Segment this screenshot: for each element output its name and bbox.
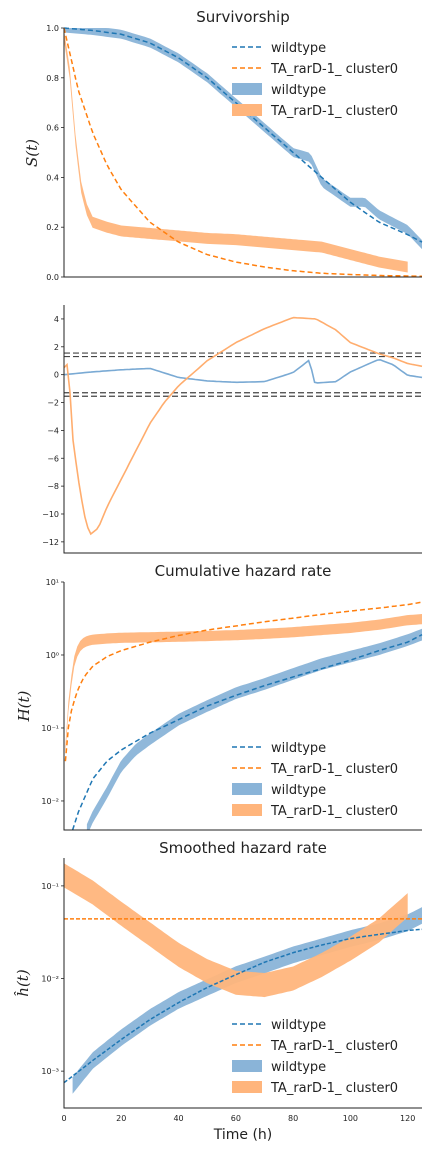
y-tick-label: 0.0 [46, 273, 59, 282]
legend-entry-cluster0: TA_rarD-1_ cluster0 [232, 762, 398, 777]
x-tick-label: 40 [173, 1114, 183, 1123]
legend-entry-cluster0: TA_rarD-1_ cluster0 [232, 1081, 398, 1096]
legend-entry-wildtype: wildtype [232, 1060, 326, 1075]
legend-label: wildtype [271, 741, 326, 756]
legend-entry-wildtype: wildtype [232, 41, 326, 56]
y-tick-label: 1.0 [46, 24, 59, 33]
panel-smoothed-hazard: Smoothed hazard rate ĥ(t) 10⁻³ 10⁻² 10⁻¹ 0 2… [14, 839, 423, 1143]
plot-area-survivorship: 0.0 0.2 0.4 0.6 0.8 1.0 wildtype TA_rarD-1_ clu… [46, 24, 423, 282]
legend-label: TA_rarD-1_ cluster0 [270, 1081, 398, 1096]
confidence-band-cluster0 [65, 614, 423, 755]
legend-swatch [232, 83, 262, 95]
confidence-band-cluster0 [64, 863, 408, 998]
legend-label: TA_rarD-1_ cluster0 [270, 762, 398, 777]
legend-label: wildtype [271, 1018, 326, 1033]
fit-line-wildtype [71, 633, 423, 831]
y-tick-label: 10⁻² [41, 975, 59, 984]
confidence-band-wildtype [86, 628, 423, 830]
legend-swatch [232, 1060, 262, 1072]
x-tick-label: 80 [288, 1114, 298, 1123]
y-tick-label: 0.2 [46, 223, 59, 232]
y-tick-label: 0.6 [46, 124, 59, 133]
x-tick-label: 20 [116, 1114, 126, 1123]
y-axis-label-smoothed-hazard: ĥ(t) [14, 969, 32, 997]
legend-label: TA_rarD-1_ cluster0 [270, 804, 398, 819]
legend-label: TA_rarD-1_ cluster0 [270, 1039, 398, 1054]
legend-label: wildtype [271, 83, 326, 98]
series-line-cluster0 [63, 316, 423, 536]
legend-entry-wildtype: wildtype [232, 783, 326, 798]
fit-line-cluster0 [63, 27, 423, 278]
y-tick-label: 0 [54, 371, 59, 380]
y-tick-label: 10⁻² [41, 797, 59, 806]
y-axis-label-cumulative-hazard: H(t) [15, 690, 33, 722]
y-tick-label: 0.8 [46, 74, 59, 83]
y-tick-label: 10⁻¹ [41, 724, 59, 733]
plot-area-smoothed-hazard: 10⁻³ 10⁻² 10⁻¹ 0 20 40 60 80 100 120 wildtype TA_ra… [41, 863, 423, 1123]
y-tick-label: 10⁻¹ [41, 882, 59, 891]
fit-line-wildtype [63, 27, 423, 243]
x-tick-label: 100 [343, 1114, 358, 1123]
plot-area-cumulative-hazard: 10⁻² 10⁻¹ 10⁰ 10¹ wildtype TA_rarD-1_ cluster… [41, 578, 423, 831]
legend-entry-wildtype: wildtype [232, 1018, 326, 1033]
y-tick-label: −10 [42, 510, 59, 519]
panel-title-smoothed-hazard: Smoothed hazard rate [159, 839, 327, 857]
x-tick-label: 120 [400, 1114, 415, 1123]
y-tick-label: 10⁰ [46, 651, 59, 660]
legend: wildtype TA_rarD-1_ cluster0 wildtype TA_ra… [232, 741, 398, 819]
legend-entry-cluster0: TA_rarD-1_ cluster0 [232, 62, 398, 77]
panel-title-cumulative-hazard: Cumulative hazard rate [155, 562, 332, 580]
y-tick-label: 10⁻³ [41, 1067, 59, 1076]
axis-frame-smoothed-hazard [63, 858, 422, 1109]
series-line-wildtype [63, 358, 423, 384]
legend-label: TA_rarD-1_ cluster0 [270, 62, 398, 77]
y-tick-label: 10¹ [46, 578, 59, 587]
legend-entry-cluster0: TA_rarD-1_ cluster0 [232, 1039, 398, 1054]
y-axis-label-survivorship: S(t) [23, 139, 41, 167]
y-tick-label: 0.4 [46, 173, 59, 182]
legend-entry-wildtype: wildtype [232, 741, 326, 756]
legend: wildtype TA_rarD-1_ cluster0 wildtype TA_ra… [232, 41, 398, 119]
legend-entry-wildtype: wildtype [232, 83, 326, 98]
legend-swatch [232, 783, 262, 795]
legend-swatch [232, 104, 262, 116]
y-tick-label: −8 [47, 482, 59, 491]
legend-label: wildtype [271, 1060, 326, 1075]
y-tick-label: −2 [47, 399, 59, 408]
y-tick-label: 4 [54, 315, 59, 324]
x-tick-label: 60 [231, 1114, 241, 1123]
axis-frame-survivorship [63, 28, 422, 278]
axis-frame-cumulative-hazard [63, 582, 422, 831]
y-tick-label: −4 [47, 426, 59, 435]
legend-swatch [232, 804, 262, 816]
plot-area-test-statistic: −12 −10 −8 −6 −4 −2 0 2 4 [42, 315, 423, 547]
x-axis-label: Time (h) [213, 1127, 273, 1143]
fit-line-cluster0 [64, 601, 423, 762]
legend-label: TA_rarD-1_ cluster0 [270, 104, 398, 119]
y-tick-label: −12 [42, 538, 59, 547]
legend-entry-cluster0: TA_rarD-1_ cluster0 [232, 804, 398, 819]
legend-label: wildtype [271, 783, 326, 798]
panel-title-survivorship: Survivorship [196, 8, 289, 26]
y-tick-label: 2 [54, 343, 59, 352]
legend-label: wildtype [271, 41, 326, 56]
panel-cumulative-hazard: Cumulative hazard rate H(t) 10⁻²10⁻¹10⁰1… [15, 562, 423, 831]
axis-frame-test-statistic [63, 305, 422, 554]
fit-line-wildtype [63, 928, 423, 1084]
legend: wildtype TA_rarD-1_ cluster0 wildtype TA_ra… [232, 1018, 398, 1096]
legend-swatch [232, 1081, 262, 1093]
x-tick-label: 0 [61, 1114, 66, 1123]
legend-entry-cluster0: TA_rarD-1_ cluster0 [232, 104, 398, 119]
panel-test-statistic: −12 −10 −8 −6 −4 −2 0 2 4 [42, 305, 423, 554]
panel-survivorship: Survivorship S(t) 0.0 0.2 0.4 0.6 0.8 1.0 wild… [23, 8, 423, 282]
confidence-band-wildtype [64, 28, 422, 250]
y-tick-label: −6 [47, 454, 59, 463]
